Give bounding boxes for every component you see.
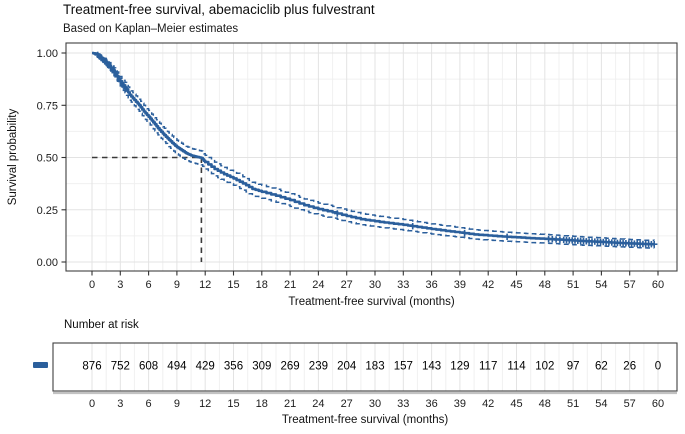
x-tick-label: 42 (482, 279, 494, 291)
risk-x-tick-label: 60 (652, 398, 664, 410)
x-tick-label: 27 (341, 279, 353, 291)
risk-x-tick-label: 12 (199, 398, 211, 410)
risk-x-tick-label: 27 (341, 398, 353, 410)
risk-x-tick-label: 3 (117, 398, 123, 410)
number-at-risk-value: 494 (167, 361, 187, 373)
km-survival-curve (92, 51, 655, 246)
x-tick-label: 24 (312, 279, 324, 291)
risk-x-tick-label: 0 (89, 398, 95, 410)
chart-title: Treatment-free survival, abemaciclib plu… (63, 2, 375, 17)
number-at-risk-value: 876 (82, 361, 101, 373)
x-tick-label: 21 (284, 279, 296, 291)
y-tick-label: 1.00 (37, 48, 58, 60)
x-tick-label: 33 (397, 279, 409, 291)
number-at-risk-value: 752 (111, 361, 130, 373)
risk-table-x-axis-title: Treatment-free survival (months) (281, 414, 449, 426)
y-tick-label: 0.50 (37, 153, 58, 165)
number-at-risk-value: 356 (224, 361, 243, 373)
x-tick-label: 60 (652, 279, 664, 291)
ci-lower-curve (92, 52, 655, 249)
number-at-risk-value: 114 (507, 361, 526, 373)
number-at-risk-value: 129 (450, 361, 469, 373)
risk-x-tick-label: 33 (397, 398, 409, 410)
x-tick-label: 15 (227, 279, 239, 291)
number-at-risk-value: 429 (196, 361, 215, 373)
risk-x-tick-label: 51 (567, 398, 579, 410)
risk-x-tick-label: 6 (146, 398, 152, 410)
risk-panel-border (52, 342, 678, 392)
risk-x-tick-label: 9 (174, 398, 180, 410)
x-tick-label: 0 (89, 279, 95, 291)
risk-x-tick-label: 48 (539, 398, 551, 410)
x-tick-label: 54 (595, 279, 607, 291)
series-legend-line-icon (33, 362, 48, 368)
ci-upper-curve (92, 52, 655, 242)
risk-x-tick-label: 36 (425, 398, 437, 410)
y-axis-title: Survival probability (7, 108, 19, 206)
number-at-risk-value: 97 (567, 361, 580, 373)
risk-x-tick-label: 42 (482, 398, 494, 410)
x-tick-label: 6 (146, 279, 152, 291)
risk-x-tick-label: 45 (510, 398, 522, 410)
number-at-risk-value: 102 (535, 361, 554, 373)
y-tick-label: 0.25 (37, 205, 58, 217)
x-tick-label: 3 (117, 279, 123, 291)
risk-x-tick-label: 24 (312, 398, 324, 410)
risk-x-tick-label: 21 (284, 398, 296, 410)
x-tick-label: 51 (567, 279, 579, 291)
risk-x-tick-label: 57 (624, 398, 636, 410)
x-axis-title: Treatment-free survival (months) (288, 296, 455, 308)
number-at-risk-value: 143 (422, 361, 441, 373)
x-tick-label: 9 (174, 279, 180, 291)
number-at-risk-value: 0 (655, 361, 661, 373)
x-tick-label: 39 (454, 279, 466, 291)
chart-subtitle: Based on Kaplan–Meier estimates (63, 23, 239, 35)
risk-x-tick-label: 30 (369, 398, 381, 410)
risk-x-tick-label: 15 (227, 398, 239, 410)
number-at-risk-value: 117 (479, 361, 497, 373)
x-tick-label: 48 (539, 279, 551, 291)
x-tick-label: 12 (199, 279, 211, 291)
number-at-risk-value: 183 (365, 361, 384, 373)
number-at-risk-value: 309 (252, 361, 271, 373)
number-at-risk-value: 239 (309, 361, 328, 373)
risk-x-tick-label: 54 (595, 398, 607, 410)
x-tick-label: 30 (369, 279, 381, 291)
x-tick-label: 36 (425, 279, 437, 291)
number-at-risk-value: 269 (281, 361, 300, 373)
number-at-risk-value: 204 (337, 361, 357, 373)
number-at-risk-value: 26 (623, 361, 636, 373)
y-tick-label: 0.00 (37, 257, 58, 269)
number-at-risk-value: 62 (595, 361, 608, 373)
number-at-risk-value: 157 (394, 361, 413, 373)
y-tick-label: 0.75 (37, 100, 58, 112)
x-tick-label: 45 (510, 279, 522, 291)
number-at-risk-value: 608 (139, 361, 158, 373)
risk-x-tick-label: 39 (454, 398, 466, 410)
x-tick-label: 57 (624, 279, 636, 291)
number-at-risk-heading: Number at risk (64, 319, 139, 331)
x-tick-label: 18 (256, 279, 268, 291)
risk-x-tick-label: 18 (256, 398, 268, 410)
